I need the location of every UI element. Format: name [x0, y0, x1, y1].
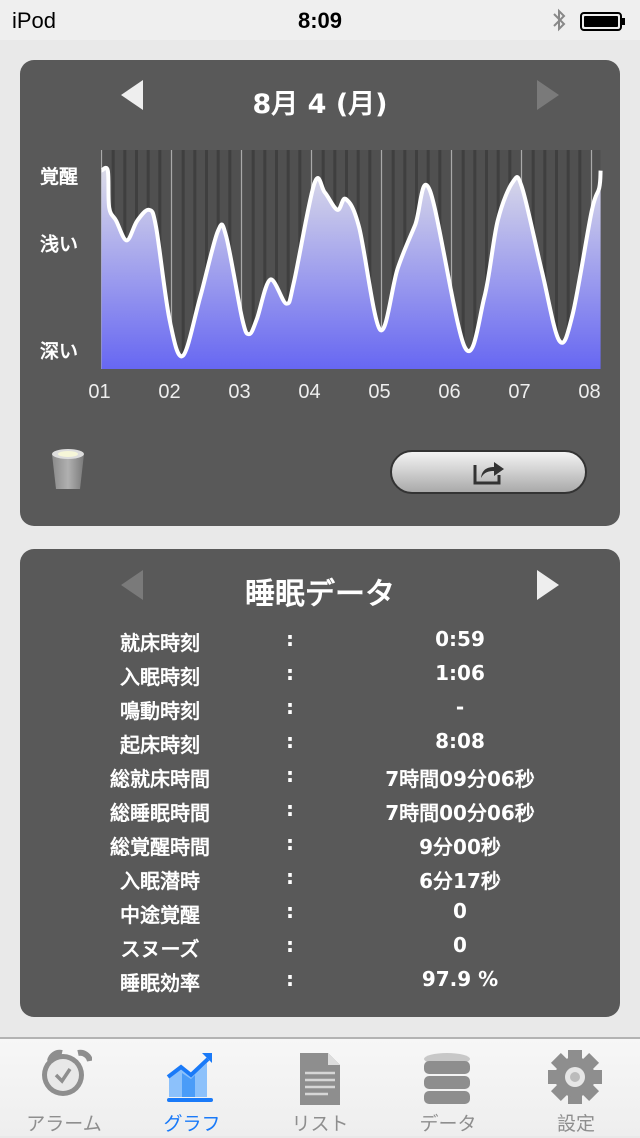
row-separator: :: [286, 831, 294, 855]
sleep-data-row: 総覚醒時間: 9分00秒: [20, 827, 620, 861]
next-page-button[interactable]: [537, 570, 559, 600]
battery-icon: [580, 12, 625, 31]
row-label: 入眠時刻: [120, 665, 200, 689]
tab-label: データ: [419, 1113, 477, 1135]
x-tick-label: 06: [438, 381, 460, 403]
row-value: 6分17秒: [419, 869, 501, 893]
row-label: 総睡眠時間: [110, 801, 210, 825]
sleep-data-row: 睡眠効率: 97.9 %: [20, 963, 620, 997]
gear-icon: [548, 1050, 602, 1104]
row-value: 9分00秒: [419, 835, 501, 859]
tab-label: リスト: [291, 1113, 349, 1135]
share-button[interactable]: [390, 450, 587, 494]
x-tick-label: 05: [368, 381, 390, 403]
row-separator: :: [286, 933, 294, 957]
x-tick-label: 07: [508, 381, 530, 403]
row-separator: :: [286, 729, 294, 753]
row-label: 総覚醒時間: [110, 835, 210, 859]
row-label: 睡眠効率: [120, 971, 200, 995]
status-bar: iPod 8:09: [0, 0, 640, 40]
sleep-data-row: 鳴動時刻: -: [20, 691, 620, 725]
tab-chart[interactable]: グラフ: [128, 1039, 256, 1138]
row-separator: :: [286, 967, 294, 991]
row-separator: :: [286, 763, 294, 787]
row-value: 97.9 %: [421, 967, 499, 991]
graph-panel: 8月 4 (月) 01 02 03 04 05 06 07 08 覚醒浅い深い: [20, 60, 620, 526]
sleep-depth-line: [100, 165, 603, 359]
row-separator: :: [286, 865, 294, 889]
prev-day-button[interactable]: [121, 80, 143, 110]
tab-label: グラフ: [163, 1113, 221, 1135]
database-icon: [424, 1053, 470, 1104]
tab-label: 設定: [556, 1113, 595, 1135]
row-separator: :: [286, 797, 294, 821]
row-separator: :: [286, 627, 294, 651]
carrier-label: iPod: [12, 8, 57, 33]
bluetooth-icon: [553, 8, 566, 32]
row-value: 8:08: [435, 729, 485, 753]
tab-database[interactable]: データ: [384, 1039, 512, 1138]
x-tick-label: 02: [158, 381, 180, 403]
tab-alarm-clock[interactable]: アラーム: [0, 1039, 128, 1138]
row-value: 0: [453, 933, 467, 957]
row-separator: :: [286, 661, 294, 685]
x-tick-label: 01: [88, 381, 110, 403]
sleep-data-row: 総就床時間: 7時間09分06秒: [20, 759, 620, 793]
y-tick-label: 深い: [40, 339, 78, 362]
sleep-data-row: スヌーズ: 0: [20, 929, 620, 963]
row-value: 7時間00分06秒: [385, 801, 535, 825]
row-value: -: [455, 695, 465, 719]
date-title: 8月 4 (月): [252, 89, 388, 120]
tab-label: アラーム: [26, 1113, 102, 1135]
sleep-data-row: 入眠時刻: 1:06: [20, 657, 620, 691]
row-label: スヌーズ: [120, 937, 200, 961]
row-label: 入眠潜時: [120, 869, 200, 893]
row-label: 総就床時間: [110, 767, 210, 791]
row-separator: :: [286, 695, 294, 719]
prev-page-button[interactable]: [121, 570, 143, 600]
alarm-clock-icon: [42, 1049, 92, 1096]
share-icon: [473, 462, 504, 485]
x-tick-label: 08: [578, 381, 600, 403]
row-value: 0:59: [435, 627, 485, 651]
row-label: 起床時刻: [120, 733, 200, 757]
row-value: 7時間09分06秒: [385, 767, 535, 791]
sleep-depth-area: [101, 167, 601, 369]
tab-bar: アラーム グラフ リスト データ 設定: [0, 1037, 640, 1136]
sleep-data-row: 起床時刻: 8:08: [20, 725, 620, 759]
row-label: 中途覚醒: [120, 903, 200, 927]
tab-document[interactable]: リスト: [256, 1039, 384, 1138]
sleep-data-row: 就床時刻: 0:59: [20, 623, 620, 657]
chart-icon: [166, 1053, 213, 1102]
row-label: 鳴動時刻: [120, 699, 200, 723]
x-tick-label: 03: [228, 381, 250, 403]
row-value: 1:06: [435, 661, 485, 685]
tab-gear[interactable]: 設定: [512, 1039, 640, 1138]
x-tick-label: 04: [298, 381, 320, 403]
sleep-data-row: 入眠潜時: 6分17秒: [20, 861, 620, 895]
row-separator: :: [286, 899, 294, 923]
sleep-data-row: 中途覚醒: 0: [20, 895, 620, 929]
row-value: 0: [453, 899, 467, 923]
y-tick-label: 覚醒: [40, 165, 78, 188]
next-day-button[interactable]: [537, 80, 559, 110]
sleep-data-title: 睡眠データ: [245, 577, 395, 612]
clock: 8:09: [297, 8, 343, 33]
row-label: 就床時刻: [120, 631, 200, 655]
sleep-data-row: 総睡眠時間: 7時間00分06秒: [20, 793, 620, 827]
document-icon: [300, 1053, 340, 1105]
sleep-data-panel: 睡眠データ 就床時刻: 0:59 入眠時刻: 1:06 鳴動時刻: - 起床時刻: 8:08 総…: [20, 549, 620, 1017]
y-tick-label: 浅い: [40, 233, 78, 256]
trash-icon[interactable]: [50, 448, 86, 490]
